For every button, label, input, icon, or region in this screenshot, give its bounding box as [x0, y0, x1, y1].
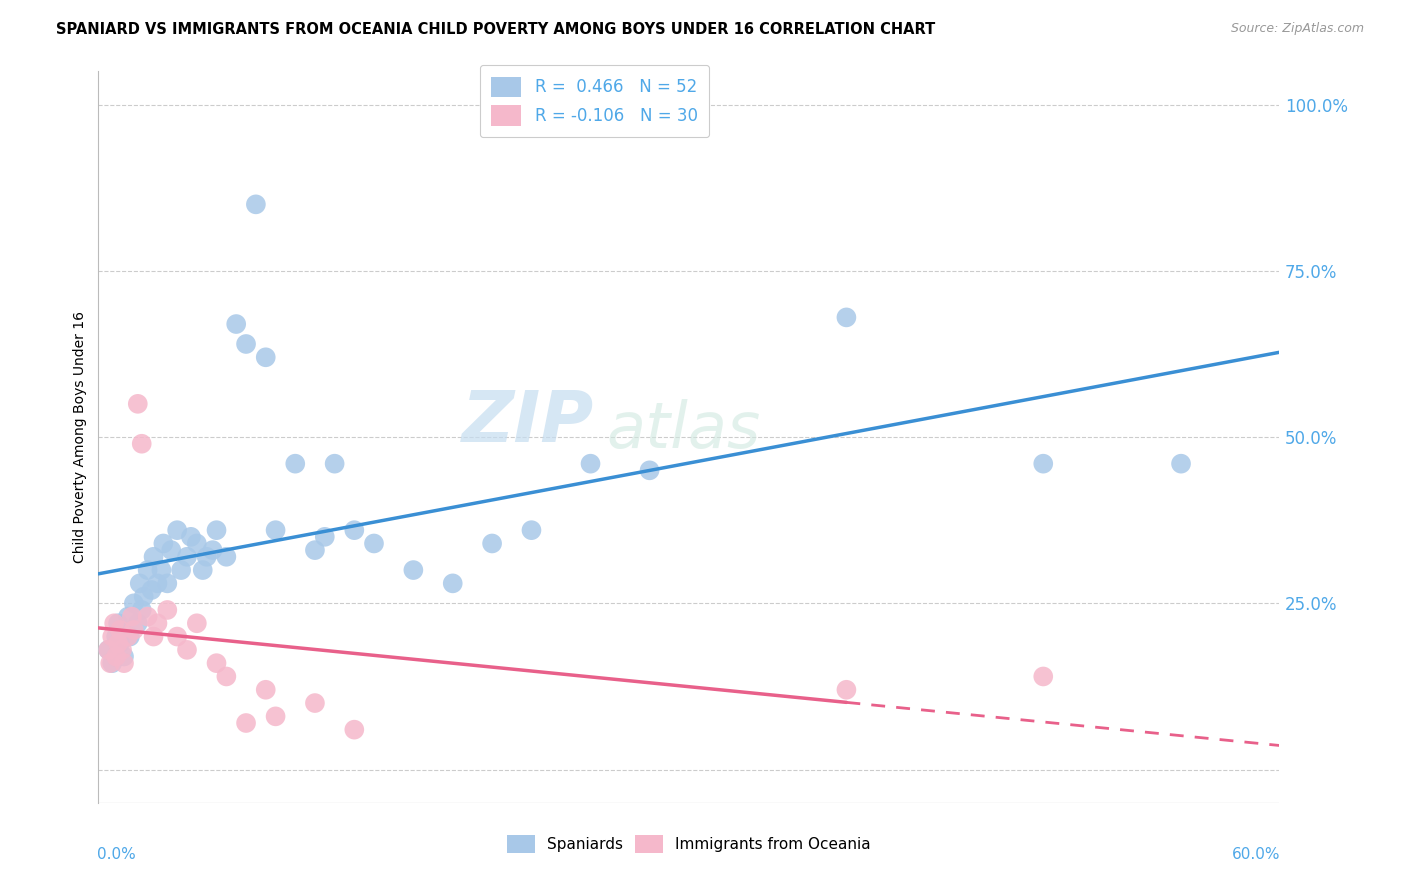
Point: [304, 543, 326, 558]
Point: [195, 549, 218, 564]
Point: [97, 643, 120, 657]
Point: [101, 656, 124, 670]
Point: [103, 616, 125, 631]
Point: [105, 649, 128, 664]
Point: [235, 337, 257, 351]
Text: ZIP: ZIP: [463, 388, 595, 457]
Point: [128, 576, 150, 591]
Point: [122, 596, 145, 610]
Point: [1032, 457, 1054, 471]
Point: [264, 709, 287, 723]
Point: [136, 563, 159, 577]
Point: [156, 603, 179, 617]
Point: [131, 603, 153, 617]
Text: SPANIARD VS IMMIGRANTS FROM OCEANIA CHILD POVERTY AMONG BOYS UNDER 16 CORRELATIO: SPANIARD VS IMMIGRANTS FROM OCEANIA CHIL…: [56, 22, 935, 37]
Point: [1032, 669, 1054, 683]
Point: [98, 656, 121, 670]
Point: [111, 643, 134, 657]
Text: Source: ZipAtlas.com: Source: ZipAtlas.com: [1230, 22, 1364, 36]
Point: [835, 682, 858, 697]
Point: [142, 549, 165, 564]
Text: 60.0%: 60.0%: [1232, 847, 1281, 862]
Point: [264, 523, 287, 537]
Point: [176, 643, 198, 657]
Point: [136, 609, 159, 624]
Point: [235, 716, 257, 731]
Point: [146, 576, 169, 591]
Point: [166, 630, 188, 644]
Point: [121, 609, 143, 624]
Point: [176, 549, 198, 564]
Text: 0.0%: 0.0%: [97, 847, 136, 862]
Point: [835, 310, 858, 325]
Point: [112, 656, 135, 670]
Point: [107, 636, 129, 650]
Point: [323, 457, 346, 471]
Point: [215, 669, 238, 683]
Point: [402, 563, 425, 577]
Point: [520, 523, 543, 537]
Point: [638, 463, 661, 477]
Point: [111, 623, 134, 637]
Point: [201, 543, 224, 558]
Point: [150, 563, 173, 577]
Point: [205, 656, 228, 670]
Point: [245, 197, 267, 211]
Point: [1170, 457, 1192, 471]
Point: [225, 317, 247, 331]
Point: [186, 536, 208, 550]
Point: [108, 623, 131, 637]
Point: [105, 630, 128, 644]
Point: [127, 397, 149, 411]
Point: [146, 616, 169, 631]
Point: [101, 630, 124, 644]
Point: [142, 630, 165, 644]
Point: [160, 543, 183, 558]
Point: [108, 636, 131, 650]
Point: [131, 436, 153, 450]
Point: [112, 649, 135, 664]
Point: [205, 523, 228, 537]
Point: [156, 576, 179, 591]
Point: [191, 563, 214, 577]
Text: atlas: atlas: [606, 399, 761, 461]
Point: [166, 523, 188, 537]
Point: [254, 351, 277, 365]
Point: [314, 530, 336, 544]
Point: [343, 523, 366, 537]
Point: [117, 630, 139, 644]
Point: [170, 563, 193, 577]
Point: [441, 576, 464, 591]
Point: [363, 536, 385, 550]
Y-axis label: Child Poverty Among Boys Under 16: Child Poverty Among Boys Under 16: [73, 311, 87, 563]
Point: [132, 590, 155, 604]
Point: [304, 696, 326, 710]
Point: [254, 682, 277, 697]
Point: [152, 536, 174, 550]
Point: [579, 457, 602, 471]
Point: [343, 723, 366, 737]
Point: [127, 616, 149, 631]
Point: [186, 616, 208, 631]
Point: [107, 616, 129, 631]
Point: [118, 630, 141, 644]
Legend: Spaniards, Immigrants from Oceania: Spaniards, Immigrants from Oceania: [499, 827, 879, 861]
Point: [180, 530, 202, 544]
Point: [117, 609, 139, 624]
Point: [481, 536, 503, 550]
Point: [97, 643, 120, 657]
Point: [284, 457, 307, 471]
Point: [122, 623, 145, 637]
Point: [215, 549, 238, 564]
Point: [141, 582, 163, 597]
